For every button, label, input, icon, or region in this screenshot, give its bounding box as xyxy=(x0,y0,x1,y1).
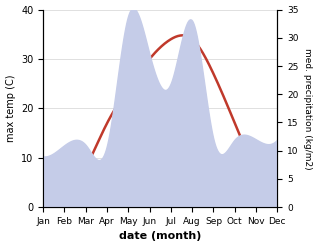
X-axis label: date (month): date (month) xyxy=(119,231,202,242)
Y-axis label: med. precipitation (kg/m2): med. precipitation (kg/m2) xyxy=(303,48,313,169)
Y-axis label: max temp (C): max temp (C) xyxy=(5,75,16,142)
